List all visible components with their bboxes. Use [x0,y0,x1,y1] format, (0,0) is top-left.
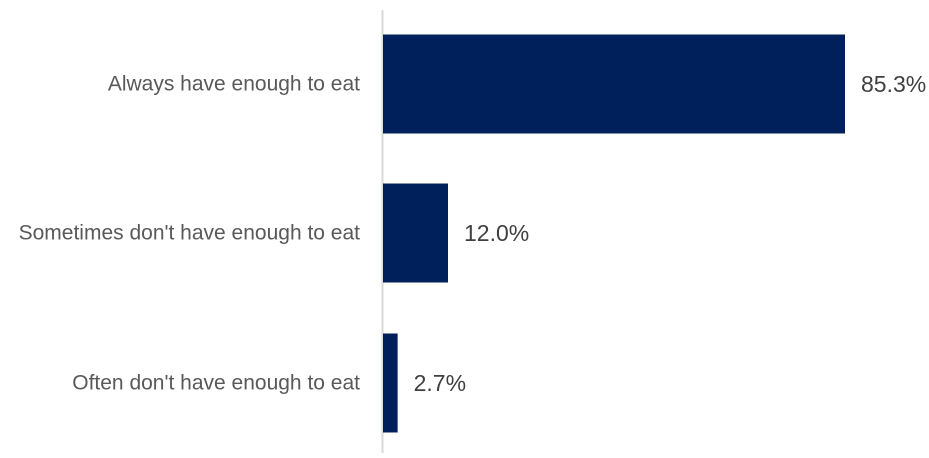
category-label-often-don-t-have-enough-to-eat: Often don't have enough to eat [72,372,360,395]
value-label-often-don-t-have-enough-to-eat: 2.7% [414,370,466,396]
category-label-always-have-enough-to-eat: Always have enough to eat [108,73,360,96]
category-labels-group: Always have enough to eat Sometimes don't… [19,73,361,395]
value-label-always-have-enough-to-eat: 85.3% [861,71,926,97]
bars-group [383,34,845,433]
value-labels-group: 85.3% 12.0% 2.7% [414,71,927,396]
category-label-sometimes-don-t-have-enough-to-eat: Sometimes don't have enough to eat [19,222,361,245]
bar-always-have-enough-to-eat [383,34,845,134]
value-label-sometimes-don-t-have-enough-to-eat: 12.0% [464,220,529,246]
bar-sometimes-don-t-have-enough-to-eat [383,183,448,283]
bar-often-don-t-have-enough-to-eat [383,333,398,433]
